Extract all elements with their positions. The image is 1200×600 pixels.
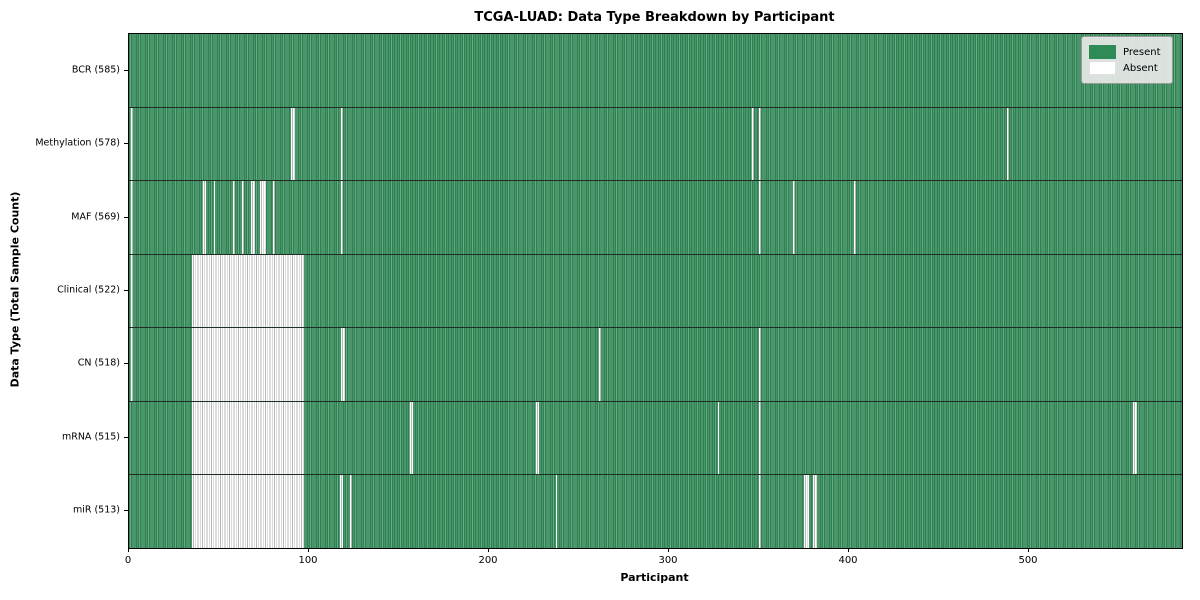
x-axis-label: Participant (620, 571, 689, 584)
legend-entry-present: Present (1089, 45, 1164, 59)
absent-cells (192, 328, 304, 401)
absent-cells (759, 328, 761, 401)
xtick-mark (488, 548, 489, 552)
absent-swatch-icon (1089, 61, 1116, 75)
ytick-label-bcr: BCR (585) (71, 64, 120, 76)
present-cells (129, 328, 1182, 401)
xtick-mark (1028, 548, 1029, 552)
ytick-label-mrna: mRNA (515) (61, 431, 120, 443)
xtick-label-300: 300 (658, 555, 678, 566)
absent-cells (339, 475, 344, 549)
legend-label-absent: Absent (1123, 62, 1158, 74)
xtick-label-100: 100 (298, 555, 318, 566)
xtick-mark (308, 548, 309, 552)
absent-cells (751, 107, 754, 181)
xtick-mark (668, 548, 669, 552)
ytick-mark (124, 510, 128, 512)
xtick-label-500: 500 (1018, 555, 1038, 566)
absent-cells (341, 328, 345, 401)
legend: Present Absent (1081, 36, 1173, 84)
xtick-mark (128, 548, 129, 552)
absent-cells (717, 401, 720, 475)
ytick-label-cn: CN (518) (77, 357, 120, 369)
ytick-label-maf: MAF (569) (71, 211, 120, 223)
heatmap-row-mrna (129, 401, 1182, 476)
chart-title: TCGA-LUAD: Data Type Breakdown by Partic… (474, 10, 835, 25)
absent-cells (1133, 401, 1137, 475)
ytick-mark (124, 290, 128, 291)
absent-cells (598, 328, 601, 401)
heatmap-row-mir (129, 475, 1182, 549)
absent-cells (130, 328, 133, 401)
absent-cells (233, 181, 236, 254)
xtick-label-0: 0 (124, 555, 132, 566)
heatmap-row-bcr (129, 34, 1182, 108)
absent-cells (130, 181, 133, 254)
ytick-mark (124, 436, 128, 438)
ytick-label-mir: miR (513) (72, 504, 120, 516)
absent-cells (341, 107, 344, 181)
legend-label-present: Present (1123, 46, 1161, 58)
ytick-mark (124, 363, 128, 365)
absent-cells (409, 401, 414, 475)
absent-cells (535, 401, 540, 475)
ytick-label-clinical: Clinical (522) (57, 284, 120, 296)
absent-cells (260, 181, 266, 254)
xtick-label-200: 200 (478, 555, 498, 566)
absent-cells (213, 181, 216, 254)
ytick-mark (124, 69, 128, 71)
heatmap-plot-area (128, 33, 1183, 549)
present-cells (129, 107, 1182, 181)
present-swatch-icon (1089, 45, 1116, 59)
absent-cells (1007, 107, 1010, 181)
heatmap-row-methylation (129, 107, 1182, 182)
present-cells (129, 254, 1182, 328)
absent-cells (251, 181, 255, 254)
xtick-label-400: 400 (838, 555, 858, 566)
legend-entry-absent: Absent (1089, 61, 1164, 75)
absent-cells (192, 475, 304, 549)
heatmap-row-cn (129, 328, 1182, 402)
absent-cells (759, 181, 761, 254)
xtick-mark (848, 548, 849, 552)
absent-cells (130, 254, 133, 328)
present-cells (129, 181, 1182, 254)
present-cells (129, 34, 1182, 107)
absent-cells (555, 475, 558, 549)
absent-cells (793, 181, 795, 254)
absent-cells (130, 107, 133, 181)
absent-cells (759, 475, 761, 549)
absent-cells (192, 401, 304, 475)
absent-cells (813, 475, 817, 549)
ytick-label-methylation: Methylation (578) (35, 137, 120, 149)
absent-cells (759, 107, 761, 181)
absent-cells (759, 401, 761, 475)
absent-cells (291, 107, 295, 181)
ytick-mark (124, 143, 128, 145)
absent-cells (804, 475, 810, 549)
absent-cells (341, 181, 344, 254)
absent-cells (202, 181, 207, 254)
present-cells (129, 401, 1182, 475)
absent-cells (192, 254, 304, 328)
ytick-mark (124, 216, 128, 218)
absent-cells (273, 181, 275, 254)
heatmap-row-clinical (129, 254, 1182, 329)
absent-cells (854, 181, 857, 254)
absent-cells (350, 475, 353, 549)
heatmap-row-maf (129, 181, 1182, 255)
present-cells (129, 475, 1182, 549)
absent-cells (242, 181, 245, 254)
